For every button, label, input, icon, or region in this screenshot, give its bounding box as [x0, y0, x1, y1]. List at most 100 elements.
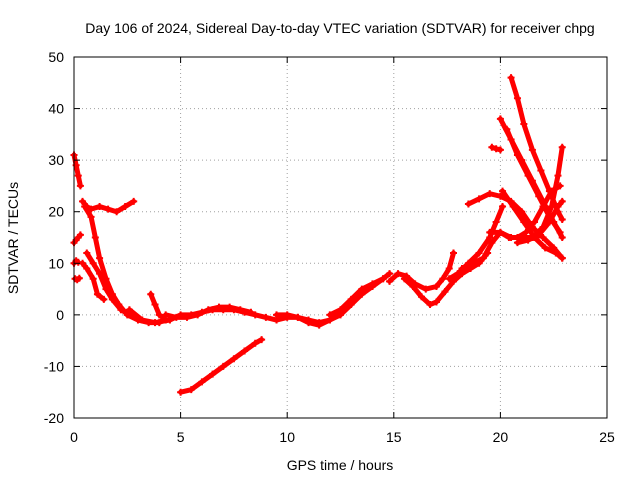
data-point — [74, 172, 82, 180]
data-point — [294, 313, 302, 321]
data-point — [535, 231, 543, 239]
data-point — [236, 306, 244, 314]
data-point — [496, 146, 504, 154]
data-point — [273, 311, 281, 319]
data-point — [409, 282, 417, 290]
data-point — [548, 203, 556, 211]
data-point — [379, 275, 387, 283]
y-tick-label: 30 — [48, 152, 64, 168]
data-point — [458, 264, 466, 272]
data-point — [130, 197, 138, 205]
data-point — [226, 303, 234, 311]
data-point — [400, 275, 408, 283]
data-point — [251, 311, 259, 319]
data-point — [87, 213, 95, 221]
data-point — [492, 218, 500, 226]
y-tick-label: -10 — [44, 358, 64, 374]
data-point — [418, 293, 426, 301]
data-point — [93, 290, 101, 298]
x-tick-label: 5 — [177, 429, 185, 445]
y-tick-label: 50 — [48, 49, 64, 65]
data-point — [479, 254, 487, 262]
data-point — [492, 145, 500, 153]
x-axis-ticks: 0 5 10 15 20 25 — [70, 57, 615, 445]
x-tick-label: 15 — [386, 429, 402, 445]
data-point — [262, 313, 270, 321]
data-point — [445, 264, 453, 272]
data-point — [89, 275, 97, 283]
data-point — [558, 197, 566, 205]
data-point — [496, 115, 504, 123]
data-point — [545, 218, 553, 226]
data-point — [113, 208, 121, 216]
data-point — [422, 285, 430, 293]
data-point — [121, 203, 129, 211]
data-point — [558, 234, 566, 241]
data-point — [524, 236, 532, 244]
data-point — [520, 218, 528, 226]
data-point — [187, 386, 195, 394]
data-point — [503, 125, 511, 133]
data-point — [507, 74, 515, 82]
data-series-k — [162, 303, 255, 321]
data-point — [177, 388, 185, 396]
data-point — [76, 231, 84, 239]
data-point — [368, 280, 376, 288]
data-point — [449, 249, 457, 257]
data-track — [148, 291, 169, 323]
data-point — [75, 274, 83, 282]
data-point — [258, 336, 266, 344]
data-point — [475, 195, 483, 203]
data-point — [445, 275, 453, 283]
data-point — [507, 234, 515, 241]
data-point — [347, 295, 355, 303]
data-point — [198, 378, 206, 386]
data-series-l — [177, 336, 266, 396]
data-point — [537, 166, 545, 174]
data-point — [83, 249, 91, 257]
data-track — [71, 232, 83, 246]
data-point — [386, 277, 394, 285]
data-point — [172, 313, 180, 321]
data-point — [96, 254, 104, 262]
data-point — [545, 187, 553, 195]
y-tick-label: 20 — [48, 204, 64, 220]
data-point — [102, 285, 110, 293]
y-tick-label: -20 — [44, 410, 64, 426]
data-point — [79, 197, 87, 205]
data-point — [394, 270, 402, 278]
data-point — [558, 215, 566, 223]
data-point — [83, 264, 91, 272]
data-point — [513, 151, 521, 159]
data-point — [337, 306, 344, 314]
data-point — [439, 275, 447, 283]
data-point — [230, 355, 238, 363]
data-point — [556, 228, 564, 236]
data-point — [138, 316, 146, 324]
data-point — [488, 143, 496, 151]
data-point — [531, 218, 539, 226]
x-tick-label: 0 — [70, 429, 78, 445]
data-point — [554, 172, 562, 180]
data-point — [496, 228, 504, 236]
data-point — [209, 370, 217, 378]
data-point — [104, 205, 112, 213]
data-point — [305, 319, 313, 327]
data-point — [432, 282, 440, 290]
data-point — [358, 285, 366, 293]
data-series-n — [326, 275, 387, 319]
data-series-q — [445, 203, 507, 283]
x-tick-label: 20 — [493, 429, 509, 445]
data-point — [194, 311, 202, 319]
chart-title: Day 106 of 2024, Sidereal Day-to-day VTE… — [85, 20, 594, 36]
data-point — [162, 311, 170, 319]
data-point — [241, 347, 249, 355]
data-point — [513, 239, 521, 247]
data-point — [155, 311, 163, 319]
data-point — [204, 306, 212, 314]
data-point — [251, 339, 259, 347]
data-point — [79, 259, 87, 267]
data-series-d — [71, 274, 83, 284]
data-point — [499, 203, 507, 211]
data-point — [219, 362, 227, 370]
